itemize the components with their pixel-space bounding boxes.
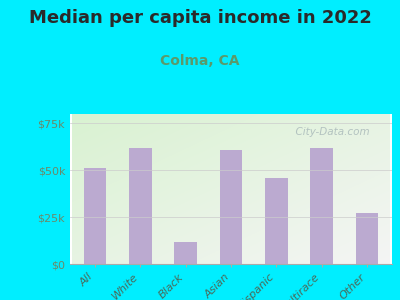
Bar xyxy=(129,148,152,264)
Bar xyxy=(220,150,242,264)
Bar xyxy=(310,148,333,264)
Bar xyxy=(174,242,197,264)
Bar xyxy=(84,168,106,264)
Text: Colma, CA: Colma, CA xyxy=(160,54,240,68)
Text: City-Data.com: City-Data.com xyxy=(289,127,370,137)
Bar xyxy=(356,213,378,264)
Text: Median per capita income in 2022: Median per capita income in 2022 xyxy=(28,9,372,27)
Bar xyxy=(265,178,288,264)
